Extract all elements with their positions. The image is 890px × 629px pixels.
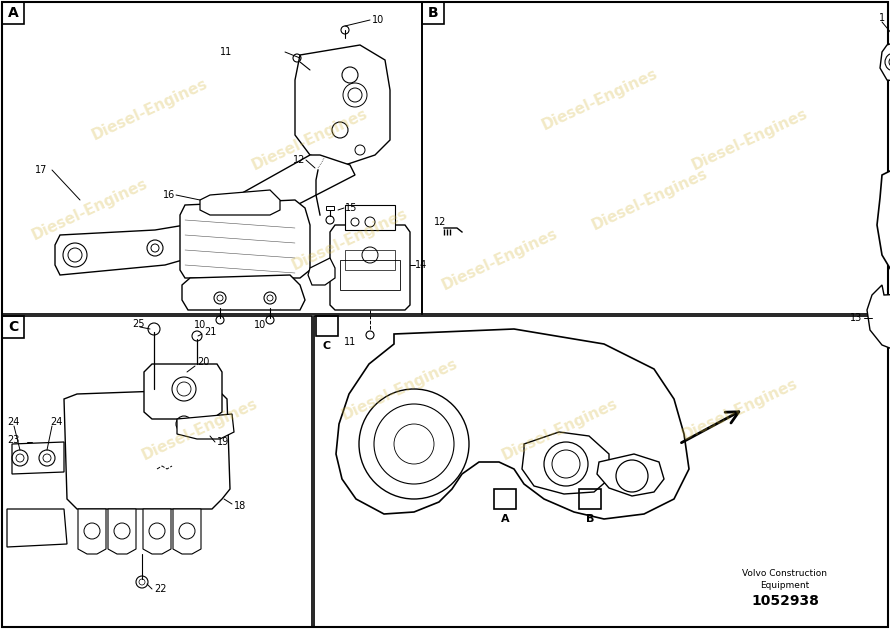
Bar — [422, 2, 444, 24]
Bar — [314, 316, 888, 627]
Bar — [422, 2, 888, 314]
Text: 25: 25 — [132, 319, 144, 329]
Text: 17: 17 — [35, 165, 47, 175]
Polygon shape — [12, 442, 64, 474]
Text: 20: 20 — [197, 357, 209, 367]
Text: C: C — [8, 320, 18, 334]
Text: Diesel-Engines: Diesel-Engines — [589, 165, 710, 233]
Text: 10: 10 — [254, 320, 266, 330]
Polygon shape — [108, 509, 136, 554]
Text: Diesel-Engines: Diesel-Engines — [680, 376, 800, 442]
Bar — [340, 260, 400, 290]
Bar — [316, 316, 338, 336]
Text: Equipment: Equipment — [760, 581, 810, 591]
Text: Diesel-Engines: Diesel-Engines — [249, 106, 370, 172]
Bar — [345, 205, 395, 230]
Text: 1052938: 1052938 — [751, 594, 819, 608]
Text: 12: 12 — [293, 155, 305, 165]
Text: 19: 19 — [217, 437, 230, 447]
Text: Diesel-Engines: Diesel-Engines — [539, 65, 660, 133]
Bar — [326, 206, 334, 210]
Polygon shape — [143, 509, 171, 554]
Text: 18: 18 — [234, 501, 247, 511]
Text: A: A — [8, 6, 19, 20]
Text: Volvo Construction: Volvo Construction — [742, 569, 828, 579]
Bar — [345, 250, 395, 270]
Text: Diesel-Engines: Diesel-Engines — [340, 355, 460, 423]
Polygon shape — [880, 38, 890, 82]
Polygon shape — [877, 162, 890, 308]
Polygon shape — [180, 200, 310, 278]
Polygon shape — [173, 509, 201, 554]
Polygon shape — [522, 432, 609, 494]
Polygon shape — [182, 275, 305, 310]
Text: A: A — [501, 514, 509, 524]
Text: 16: 16 — [163, 190, 175, 200]
Polygon shape — [144, 364, 222, 419]
Text: 24: 24 — [50, 417, 62, 427]
Text: B: B — [586, 514, 595, 524]
Text: Diesel-Engines: Diesel-Engines — [690, 106, 811, 172]
Text: 13: 13 — [850, 313, 862, 323]
Text: 21: 21 — [204, 327, 216, 337]
Text: 24: 24 — [7, 417, 20, 427]
Polygon shape — [78, 509, 106, 554]
Bar — [2, 2, 422, 314]
Text: 22: 22 — [154, 584, 166, 594]
Text: Diesel-Engines: Diesel-Engines — [440, 226, 561, 292]
Bar — [2, 316, 24, 338]
Polygon shape — [55, 155, 355, 275]
Text: Diesel-Engines: Diesel-Engines — [29, 175, 150, 243]
Polygon shape — [7, 509, 67, 547]
Text: 11: 11 — [344, 337, 356, 347]
Text: C: C — [323, 341, 331, 351]
Polygon shape — [330, 225, 410, 310]
Polygon shape — [308, 258, 335, 285]
Text: Diesel-Engines: Diesel-Engines — [289, 206, 410, 272]
Text: 23: 23 — [7, 435, 20, 445]
Text: 10: 10 — [194, 320, 206, 330]
Text: 15: 15 — [345, 203, 358, 213]
Polygon shape — [177, 414, 234, 439]
Text: 12: 12 — [434, 217, 447, 227]
Polygon shape — [200, 190, 280, 215]
Polygon shape — [867, 285, 890, 352]
Text: 10: 10 — [372, 15, 384, 25]
Text: 11: 11 — [220, 47, 232, 57]
Bar — [2, 316, 312, 627]
Polygon shape — [336, 329, 689, 519]
Text: Diesel-Engines: Diesel-Engines — [90, 75, 210, 143]
Bar — [494, 489, 516, 509]
Polygon shape — [295, 45, 390, 165]
Text: Diesel-Engines: Diesel-Engines — [499, 396, 620, 462]
Polygon shape — [64, 389, 230, 509]
Polygon shape — [597, 454, 664, 496]
Bar — [2, 2, 24, 24]
Text: 1: 1 — [879, 13, 885, 23]
Bar — [579, 489, 601, 509]
Text: Diesel-Engines: Diesel-Engines — [140, 396, 261, 462]
Text: B: B — [428, 6, 438, 20]
Text: 14: 14 — [415, 260, 427, 270]
